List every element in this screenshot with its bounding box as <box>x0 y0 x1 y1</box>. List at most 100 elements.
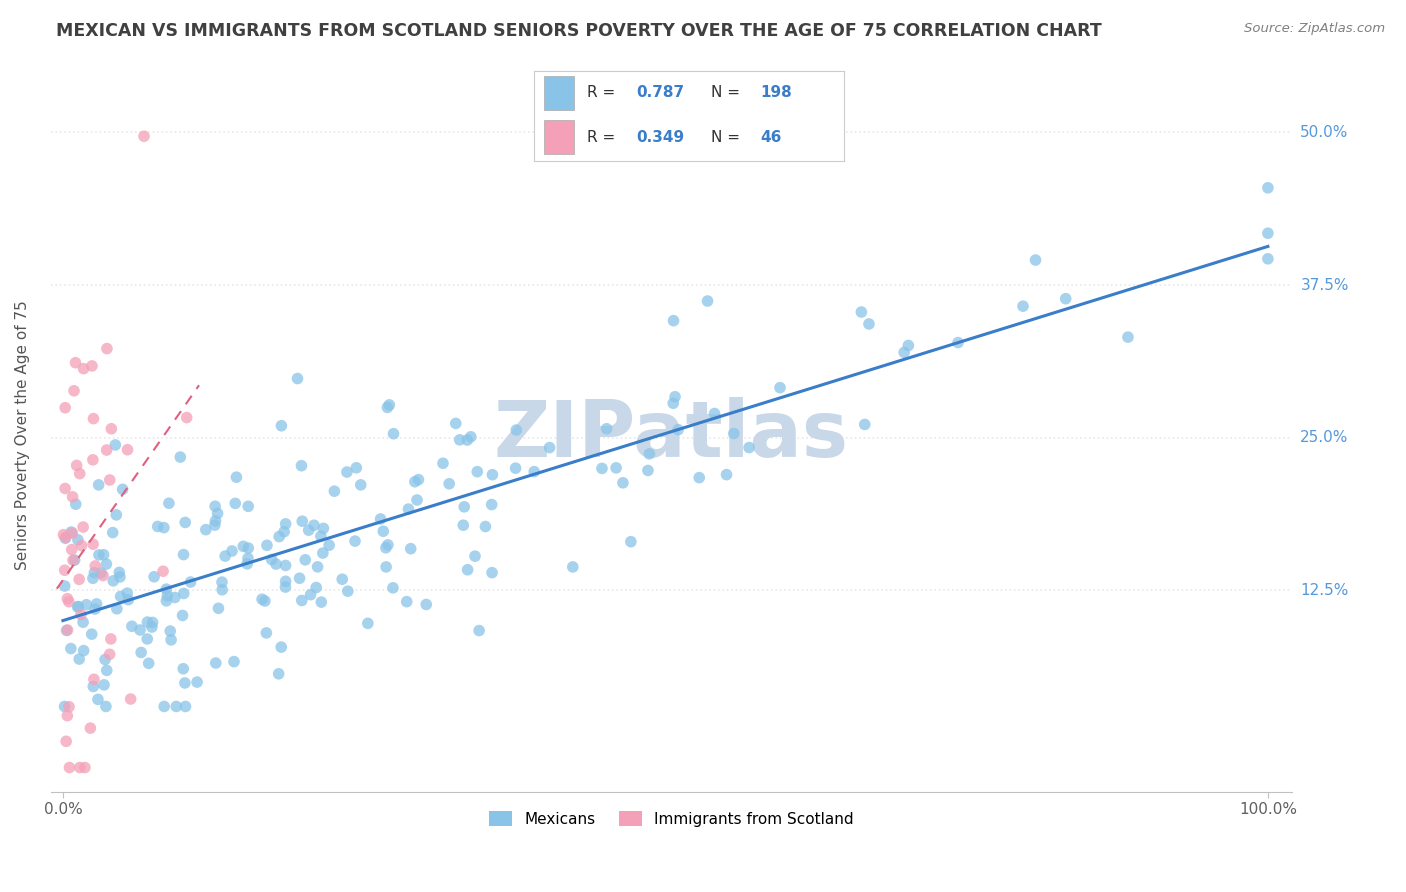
Point <box>142 615 165 630</box>
Point <box>309 529 332 543</box>
Point <box>538 441 561 455</box>
Point <box>620 534 643 549</box>
Point <box>612 475 634 490</box>
Point <box>82 411 104 425</box>
Point <box>59 641 82 656</box>
Point <box>274 580 297 594</box>
Point <box>82 680 104 694</box>
Legend: Mexicans, Immigrants from Scotland: Mexicans, Immigrants from Scotland <box>482 803 860 834</box>
Point <box>58 760 80 774</box>
Point <box>323 484 346 499</box>
Point <box>98 473 121 487</box>
Point <box>523 465 546 479</box>
Point <box>101 525 124 540</box>
Point <box>1257 226 1279 240</box>
Point <box>153 521 176 535</box>
Point <box>174 699 197 714</box>
Point <box>79 721 101 735</box>
Point <box>893 345 915 359</box>
Point <box>378 398 401 412</box>
Point <box>637 463 659 477</box>
Point <box>505 461 527 475</box>
Point <box>481 566 503 580</box>
Point <box>155 582 177 596</box>
Point <box>344 534 367 549</box>
Point <box>82 453 104 467</box>
Point <box>465 465 488 479</box>
Point <box>194 523 217 537</box>
Point <box>65 458 87 473</box>
Point <box>858 317 880 331</box>
Point <box>1257 252 1279 266</box>
Point <box>62 490 84 504</box>
Point <box>91 568 114 582</box>
Text: 25.0%: 25.0% <box>1301 430 1348 445</box>
Point <box>432 456 454 470</box>
Point <box>274 574 297 589</box>
Point <box>267 666 290 681</box>
Point <box>897 338 920 352</box>
Point <box>264 557 287 571</box>
Point <box>172 662 194 676</box>
Point <box>52 527 75 541</box>
Point <box>398 502 420 516</box>
Point <box>56 591 79 606</box>
Point <box>232 539 254 553</box>
Point <box>67 652 90 666</box>
Point <box>437 476 460 491</box>
Point <box>666 423 689 437</box>
Point <box>70 539 93 553</box>
Point <box>457 563 479 577</box>
Point <box>273 524 295 539</box>
Point <box>449 433 471 447</box>
Point <box>381 581 404 595</box>
Point <box>117 442 139 457</box>
Point <box>853 417 876 432</box>
Point <box>211 582 233 597</box>
Point <box>60 524 83 539</box>
Point <box>377 538 399 552</box>
Point <box>110 590 132 604</box>
Point <box>66 533 89 547</box>
Point <box>505 423 527 437</box>
Point <box>591 461 613 475</box>
Point <box>638 447 661 461</box>
Point <box>87 478 110 492</box>
Point <box>238 500 260 514</box>
Point <box>453 500 475 514</box>
Point <box>55 530 77 544</box>
Point <box>53 699 76 714</box>
Point <box>664 390 686 404</box>
Point <box>370 512 392 526</box>
Point <box>84 602 107 616</box>
Point <box>141 620 163 634</box>
Point <box>222 655 245 669</box>
Point <box>374 541 396 555</box>
Point <box>318 538 340 552</box>
Point <box>444 417 467 431</box>
Point <box>69 467 91 481</box>
Text: MEXICAN VS IMMIGRANTS FROM SCOTLAND SENIORS POVERTY OVER THE AGE OF 75 CORRELATI: MEXICAN VS IMMIGRANTS FROM SCOTLAND SENI… <box>56 22 1102 40</box>
Point <box>176 410 198 425</box>
Point <box>98 648 121 662</box>
Point <box>100 422 122 436</box>
Point <box>250 592 273 607</box>
Point <box>80 359 103 373</box>
Point <box>738 441 761 455</box>
Point <box>56 623 79 637</box>
Point <box>146 519 169 533</box>
Point <box>96 342 118 356</box>
Point <box>152 564 174 578</box>
Text: 198: 198 <box>761 86 792 100</box>
Point <box>254 626 277 640</box>
Text: N =: N = <box>710 130 744 145</box>
Point <box>595 422 617 436</box>
Point <box>851 305 873 319</box>
Point <box>143 570 166 584</box>
Point <box>94 699 117 714</box>
Point <box>1054 292 1077 306</box>
Point <box>75 598 97 612</box>
Point <box>1257 181 1279 195</box>
Point <box>204 656 226 670</box>
Point <box>117 586 139 600</box>
